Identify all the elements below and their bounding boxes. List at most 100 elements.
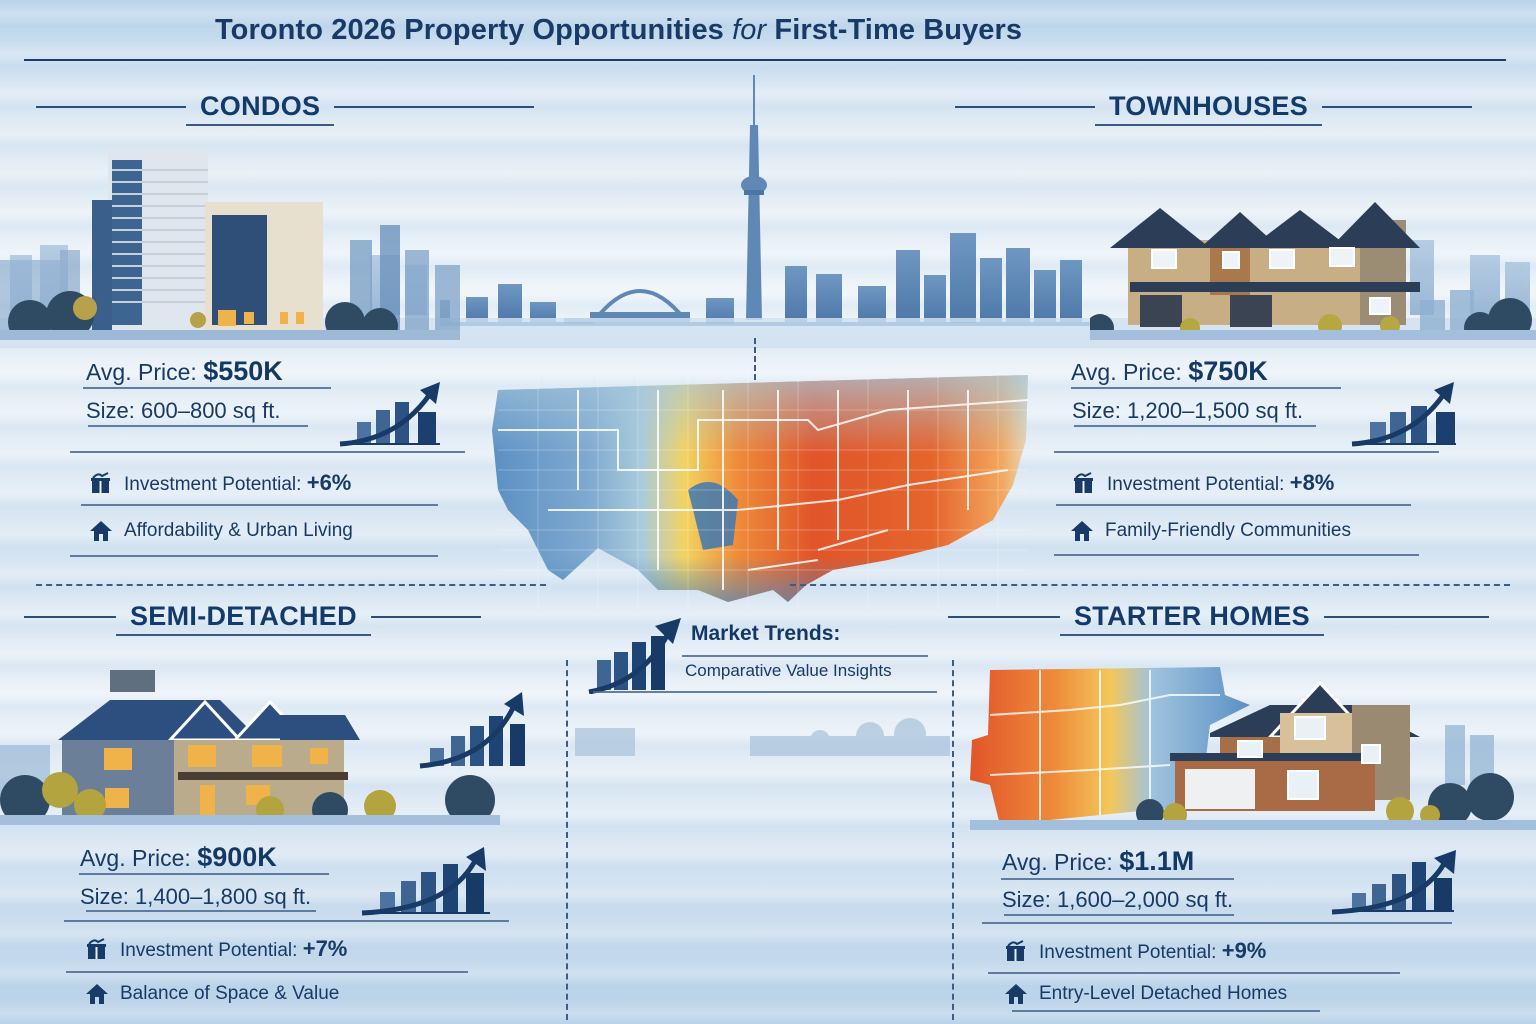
divider (1054, 451, 1439, 453)
divider (83, 387, 331, 389)
divider (1071, 387, 1341, 389)
house-icon (90, 521, 112, 541)
condos-note: Affordability & Urban Living (90, 520, 353, 542)
townhouse-illustration (1090, 202, 1536, 340)
bar-chart-arrow-icon (588, 618, 681, 694)
price-label: Avg. Price: (80, 845, 191, 871)
header-rule (370, 616, 481, 618)
townhouses-note: Family-Friendly Communities (1071, 520, 1351, 542)
section-title: TOWNHOUSES (1095, 88, 1323, 126)
gift-chart-icon (91, 472, 110, 493)
investment-label: Investment Potential: (1107, 474, 1285, 495)
distant-shoreline-illustration (575, 718, 950, 756)
bar-chart-arrow-icon (339, 382, 440, 447)
condos-price: Avg. Price: $550K (86, 356, 283, 387)
divider (982, 922, 1452, 924)
house-icon (1071, 521, 1093, 541)
header-rule (1323, 616, 1489, 618)
starter-homes-investment: Investment Potential: +9% (1005, 938, 1266, 964)
header-rule (1322, 106, 1473, 108)
investment-label: Investment Potential: (1039, 942, 1217, 963)
semi-detached-investment: Investment Potential: +7% (86, 936, 347, 962)
bar-chart-arrow-icon (361, 847, 490, 916)
price-label: Avg. Price: (1002, 849, 1113, 875)
investment-value: +7% (302, 936, 348, 961)
starter-home-map-illustration (970, 667, 1536, 830)
house-icon (86, 984, 108, 1004)
condos-size: Size: 600–800 sq ft. (86, 398, 281, 423)
price-value: $550K (203, 356, 283, 386)
section-header-townhouses: TOWNHOUSES (955, 88, 1473, 126)
title-divider (24, 59, 1506, 61)
header-rule (334, 106, 535, 108)
divider (64, 920, 509, 922)
semi-detached-note: Balance of Space & Value (86, 983, 339, 1005)
divider (1056, 504, 1411, 506)
title-end: First-Time Buyers (774, 14, 1023, 46)
semi-detached-house-illustration (0, 670, 500, 825)
price-value: $900K (197, 842, 277, 872)
gift-chart-icon (87, 938, 106, 959)
market-trends-title: Market Trends: (691, 622, 841, 645)
divider (79, 873, 329, 875)
divider (1054, 554, 1419, 556)
gift-chart-icon (1074, 472, 1093, 493)
divider (66, 971, 468, 973)
investment-label: Investment Potential: (124, 474, 302, 495)
divider (1012, 1010, 1320, 1012)
investment-value: +9% (1221, 938, 1267, 963)
section-title: CONDOS (186, 88, 335, 126)
divider (70, 555, 438, 557)
price-value: $1.1M (1119, 846, 1195, 876)
divider (88, 425, 308, 427)
section-header-starter-homes: STARTER HOMES (948, 598, 1489, 636)
investment-value: +8% (1289, 470, 1335, 495)
semi-detached-size: Size: 1,400–1,800 sq ft. (80, 884, 312, 909)
note-text: Balance of Space & Value (120, 983, 340, 1004)
section-title: STARTER HOMES (1060, 598, 1324, 636)
header-rule (36, 106, 186, 108)
header-rule (955, 106, 1095, 108)
investment-value: +6% (306, 470, 352, 495)
starter-homes-size: Size: 1,600–2,000 sq ft. (1002, 887, 1234, 912)
toronto-heat-map (492, 370, 1029, 610)
house-icon (1005, 984, 1027, 1004)
divider (70, 451, 465, 453)
section-divider-right (790, 584, 1510, 586)
header-rule (24, 616, 116, 618)
investment-label: Investment Potential: (120, 940, 298, 961)
section-header-semi-detached: SEMI-DETACHED (24, 598, 481, 636)
townhouses-size: Size: 1,200–1,500 sq ft. (1072, 398, 1304, 423)
price-label: Avg. Price: (86, 359, 197, 385)
gift-chart-icon (1006, 940, 1025, 961)
center-divider (754, 338, 756, 380)
townhouses-price: Avg. Price: $750K (1071, 356, 1268, 387)
note-text: Entry-Level Detached Homes (1039, 983, 1288, 1004)
bar-chart-arrow-icon (419, 692, 525, 769)
center-left-divider (566, 660, 568, 1020)
divider (81, 504, 438, 506)
divider (988, 972, 1400, 974)
page-title: Toronto 2026 Property Opportunities for … (0, 14, 1536, 47)
market-trends-subtitle: Comparative Value Insights (685, 661, 892, 680)
note-text: Family-Friendly Communities (1105, 520, 1351, 541)
title-connector: for (732, 14, 767, 46)
divider (1074, 425, 1316, 427)
note-text: Affordability & Urban Living (124, 520, 353, 541)
divider (1004, 914, 1234, 916)
header-rule (948, 616, 1060, 618)
divider (86, 910, 316, 912)
divider (1001, 878, 1234, 880)
title-main: Toronto 2026 Property Opportunities (215, 14, 724, 46)
price-label: Avg. Price: (1071, 359, 1182, 385)
section-divider-left (36, 584, 546, 586)
bar-chart-arrow-icon (1331, 850, 1456, 915)
bar-chart-arrow-icon (1351, 382, 1456, 447)
condos-investment: Investment Potential: +6% (90, 470, 351, 496)
section-title: SEMI-DETACHED (116, 598, 371, 636)
price-value: $750K (1188, 356, 1268, 386)
semi-detached-price: Avg. Price: $900K (80, 842, 277, 873)
center-right-divider (952, 660, 954, 1020)
section-header-condos: CONDOS (36, 88, 535, 126)
starter-homes-note: Entry-Level Detached Homes (1005, 983, 1287, 1005)
